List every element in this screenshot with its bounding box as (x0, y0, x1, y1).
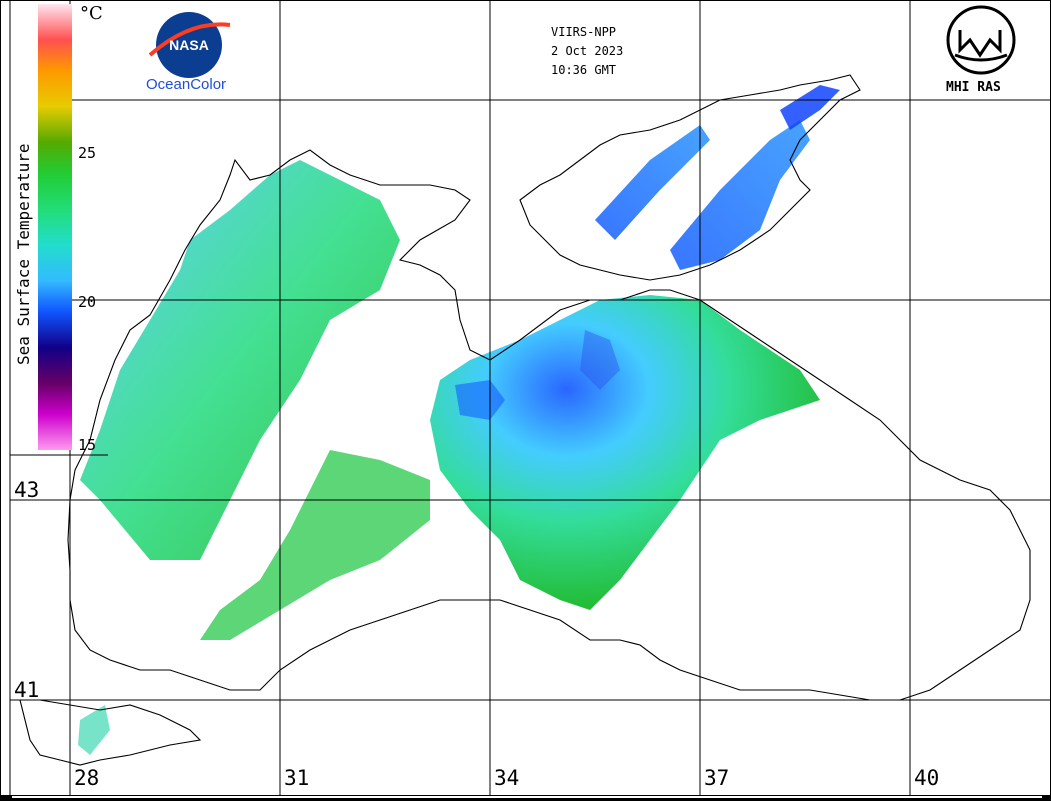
legend-colorbar (38, 4, 72, 450)
bottom-ruler (0, 795, 1051, 801)
legend-tick-25: 25 (78, 144, 97, 162)
lon-label-31: 31 (284, 766, 310, 790)
sst-field (78, 85, 840, 755)
sst-cold-eddy (455, 380, 505, 420)
mhi-logo (946, 5, 1016, 75)
coast-azov (519, 74, 861, 281)
sst-bosporus-patch (78, 705, 110, 755)
legend-tick-20: 20 (78, 293, 97, 311)
sst-west-patch (80, 160, 400, 560)
sst-azov-1 (595, 125, 710, 240)
lat-label-41: 41 (14, 678, 40, 702)
header-sensor: VIIRS-NPP (551, 25, 617, 39)
sst-azov-3 (780, 85, 840, 130)
nasa-logo: NASA (148, 12, 231, 78)
sst-east-patch (430, 295, 820, 610)
mhi-label: MHI RAS (946, 80, 1001, 95)
lon-label-40: 40 (914, 766, 940, 790)
lon-label-28: 28 (74, 766, 100, 790)
sst-central-strip (200, 450, 430, 640)
lon-label-37: 37 (704, 766, 730, 790)
legend-tick-15: 15 (78, 436, 97, 454)
nasa-logo-text: NASA (169, 37, 209, 53)
coast-bosporus (19, 699, 202, 766)
lon-label-34: 34 (494, 766, 520, 790)
sst-cold-eddy-2 (580, 330, 620, 390)
lat-label-43: 43 (14, 478, 40, 502)
legend-unit: °C (80, 3, 103, 24)
header-time: 10:36 GMT (551, 63, 617, 77)
oceancolor-label: OceanColor (146, 76, 227, 93)
coastline (19, 74, 1031, 766)
coast-black-sea (67, 149, 1031, 701)
header-date: 2 Oct 2023 (551, 44, 624, 58)
sst-azov-2 (670, 120, 810, 270)
legend-title: Sea Surface Temperature (14, 143, 33, 365)
